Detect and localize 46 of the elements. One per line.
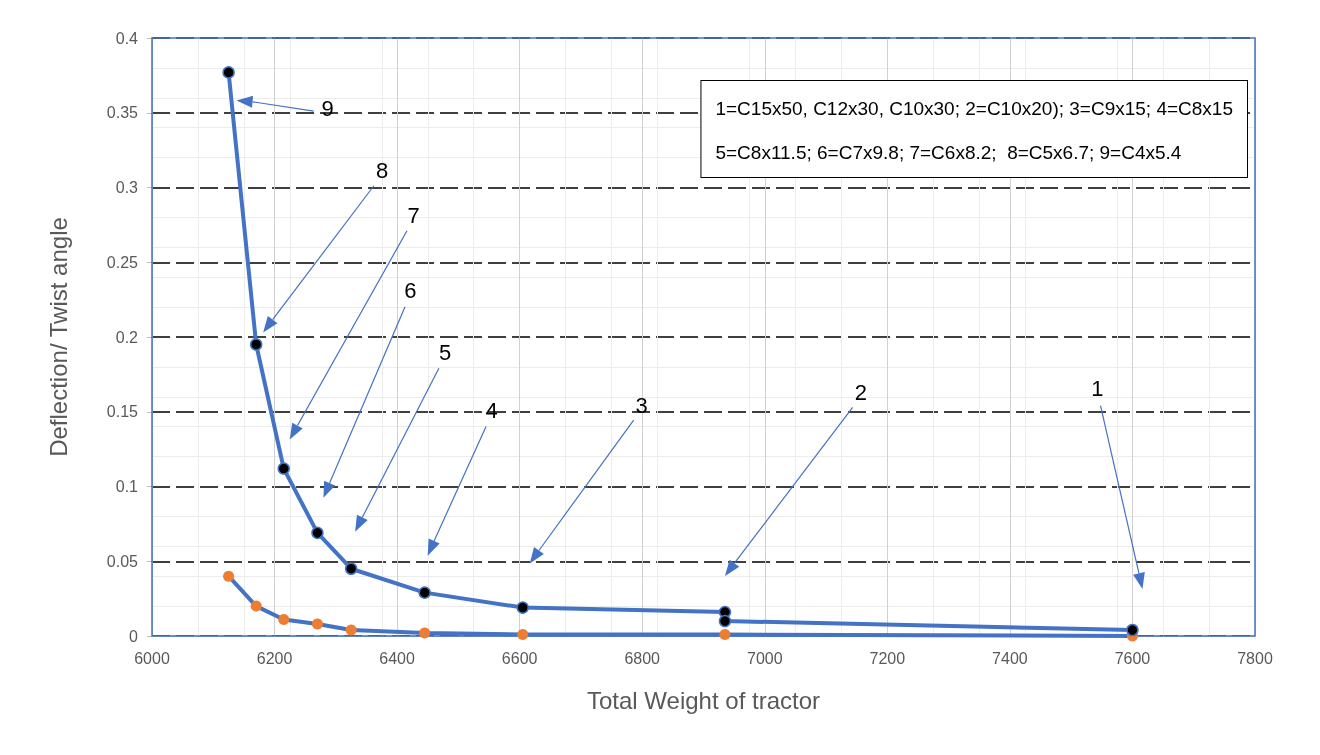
point [517,629,529,640]
y-tick-label: 0.1 [115,478,139,495]
y-tick-label: 0.2 [115,328,139,346]
y-tick-label: 0.35 [106,104,139,122]
point [249,338,263,351]
annotation: 1=C15x50, C12x30, C10x30; 2=C10x20); 3=C9x15; 4=C8x15 [715,97,1234,119]
y-tick-label: 0.25 [106,253,139,271]
point [516,601,529,614]
point [223,570,235,582]
y-tick-label: 0 [129,627,139,645]
x-tick-label: 7800 [1237,649,1273,667]
x-tick-label: 6800 [624,649,661,667]
x-tick-label: 7400 [992,649,1028,667]
x-axis-title: Total Weight of tractor [587,686,820,714]
point [718,614,732,628]
point [418,586,431,599]
point [311,618,323,630]
point [222,66,235,79]
y-tick-label: 0.4 [115,29,139,47]
y-axis-title: Deflection/ Twist angle [44,217,72,457]
point [278,614,290,626]
x-tick-label: 6600 [501,649,538,667]
x-tick-label: 6000 [134,649,170,667]
point [719,629,731,640]
y-tick-label: 0.3 [115,179,139,196]
point [277,462,290,475]
annotation: 8 [376,158,389,184]
point [1126,623,1139,637]
x-tick-label: 7200 [869,649,906,667]
annotation: 2 [854,380,868,406]
point [344,562,358,575]
x-tick-label: 6200 [256,649,293,667]
annotation: 7 [407,202,420,228]
x-tick-label: 7000 [746,649,783,667]
y-tick-label: 0.05 [106,552,139,570]
x-tick-label: 7600 [1114,649,1151,667]
point [250,600,262,612]
annotation: 5=C8x11.5; 6=C7x9.8; 7=C6x8.2; 8=C5x6.7; 9=C4x5.4 [715,141,1182,163]
point [419,627,431,639]
y-tick-label: 0.15 [106,403,139,421]
annotation: 6 [404,277,417,303]
annotation: 1 [1091,376,1104,402]
point [311,526,324,540]
annotation: 5 [439,339,452,365]
x-tick-label: 6400 [379,649,416,667]
point [345,624,357,636]
